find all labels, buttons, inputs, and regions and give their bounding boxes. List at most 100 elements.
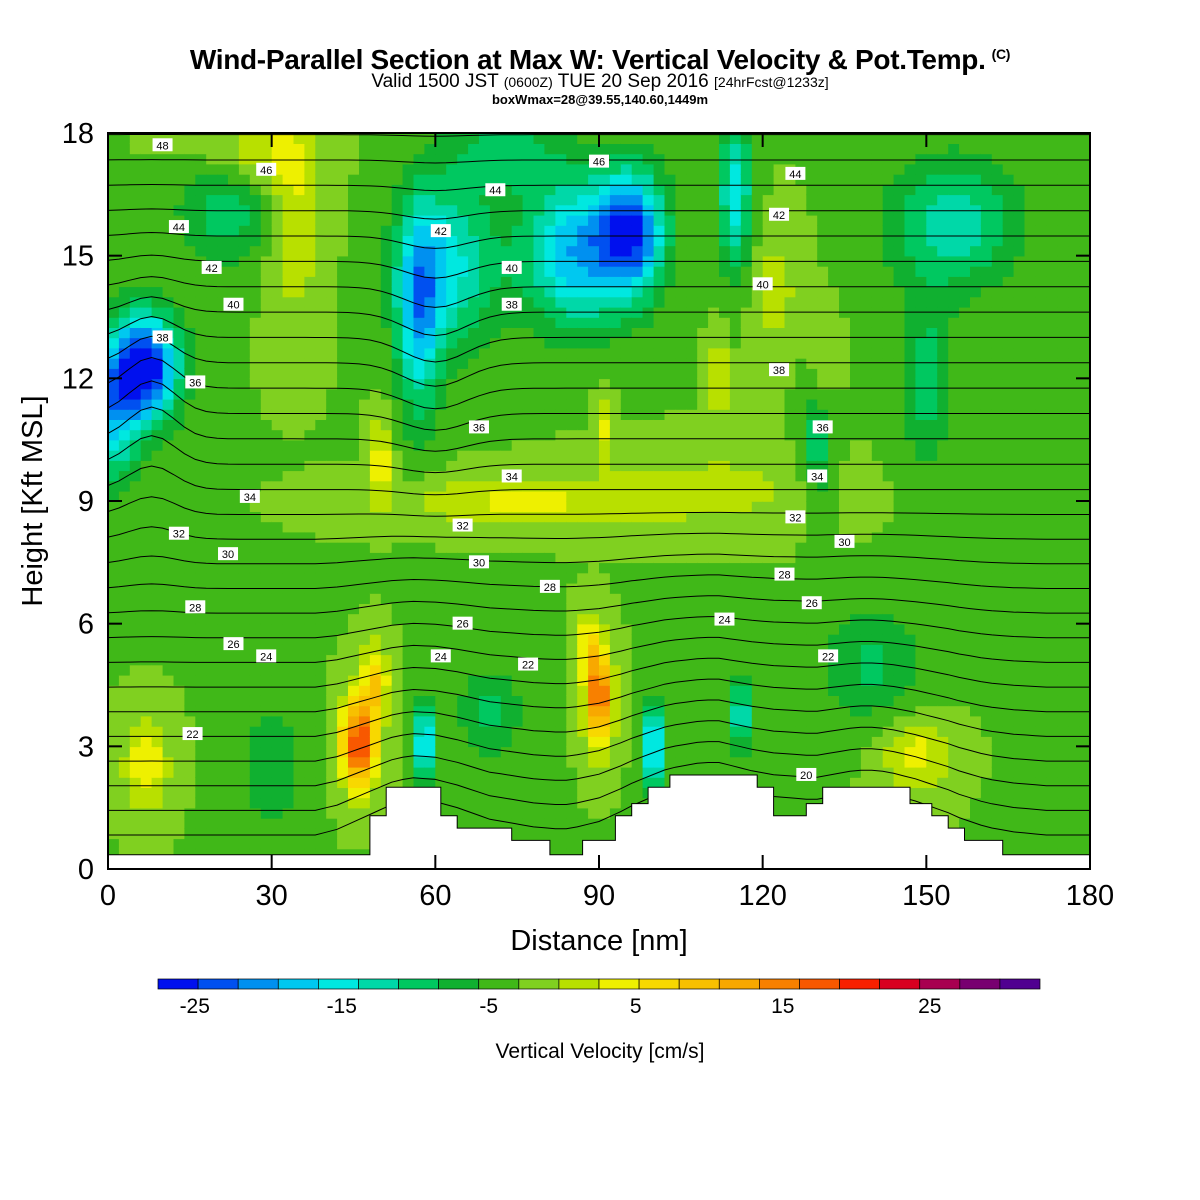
w-cell [118, 746, 131, 758]
w-cell [457, 511, 469, 523]
w-cell [686, 766, 698, 778]
w-cell [784, 419, 797, 431]
w-cell [664, 286, 677, 298]
w-cell [588, 521, 600, 533]
w-cell [260, 756, 273, 768]
w-cell [566, 593, 578, 604]
w-cell [675, 163, 688, 175]
w-cell [828, 460, 840, 472]
w-cell [162, 378, 175, 390]
w-cell [140, 613, 153, 625]
w-cell [708, 633, 720, 645]
w-cell [631, 337, 644, 349]
w-cell [555, 552, 568, 564]
w-cell [315, 593, 327, 604]
w-cell [337, 848, 349, 860]
w-cell [238, 225, 251, 236]
w-cell [173, 388, 186, 400]
w-cell [500, 214, 513, 226]
w-cell [817, 163, 829, 175]
w-cell [795, 695, 808, 707]
w-cell [795, 286, 808, 298]
w-cell [315, 613, 327, 625]
w-cell [108, 184, 120, 196]
w-cell [675, 235, 688, 247]
w-cell [653, 153, 666, 165]
w-cell [533, 245, 546, 257]
w-cell [315, 654, 327, 666]
w-cell [293, 603, 306, 615]
w-cell [359, 398, 371, 410]
w-cell [326, 296, 338, 308]
w-cell [620, 317, 633, 328]
w-cell [326, 705, 338, 717]
w-cell [184, 521, 197, 533]
w-cell [140, 245, 153, 257]
w-cell [140, 715, 153, 727]
w-cell [402, 593, 415, 604]
w-cell [457, 398, 469, 410]
w-cell [238, 357, 251, 369]
w-cell [479, 715, 491, 727]
w-cell [664, 511, 677, 523]
w-cell [228, 204, 240, 216]
w-cell [326, 531, 338, 543]
w-cell [118, 817, 131, 829]
w-cell [380, 541, 393, 553]
w-cell [555, 409, 568, 420]
w-cell [359, 276, 371, 288]
w-cell [675, 409, 688, 420]
w-cell [391, 378, 404, 390]
w-cell [315, 838, 327, 850]
w-cell [511, 593, 524, 604]
w-cell [129, 777, 142, 788]
w-cell [609, 685, 622, 696]
w-cell [217, 787, 229, 799]
w-cell [839, 184, 851, 196]
w-cell [391, 715, 404, 727]
w-cell [424, 654, 437, 666]
w-cell [380, 490, 393, 502]
w-cell [249, 531, 262, 543]
w-cell [631, 398, 644, 410]
w-cell [839, 245, 851, 257]
w-cell [489, 685, 502, 696]
w-cell [620, 449, 633, 461]
w-cell [315, 715, 327, 727]
w-cell [293, 296, 306, 308]
w-cell [293, 501, 306, 512]
w-cell [740, 235, 753, 247]
w-cell [348, 419, 360, 431]
w-cell [740, 368, 753, 380]
w-cell [369, 685, 382, 696]
w-cell [424, 674, 437, 686]
w-cell [348, 562, 360, 574]
w-cell [577, 184, 589, 196]
w-cell [293, 541, 306, 553]
w-cell [446, 552, 458, 564]
w-cell [457, 807, 469, 819]
w-cell [642, 225, 655, 236]
w-cell [468, 245, 480, 257]
w-cell [271, 347, 284, 359]
w-cell [228, 787, 240, 799]
w-cell [118, 797, 131, 809]
w-cell [162, 817, 175, 829]
w-cell [664, 766, 677, 778]
w-cell [686, 214, 698, 226]
w-cell [151, 623, 164, 635]
w-cell [500, 777, 513, 788]
w-cell [599, 817, 611, 829]
w-cell [162, 572, 175, 584]
w-cell [664, 153, 677, 165]
w-cell [238, 470, 251, 482]
w-cell [260, 143, 273, 155]
w-cell [162, 306, 175, 318]
w-cell [522, 531, 535, 543]
w-cell [391, 746, 404, 758]
w-cell [228, 368, 240, 380]
w-cell [795, 439, 808, 451]
w-cell [238, 572, 251, 584]
w-cell [118, 409, 131, 420]
